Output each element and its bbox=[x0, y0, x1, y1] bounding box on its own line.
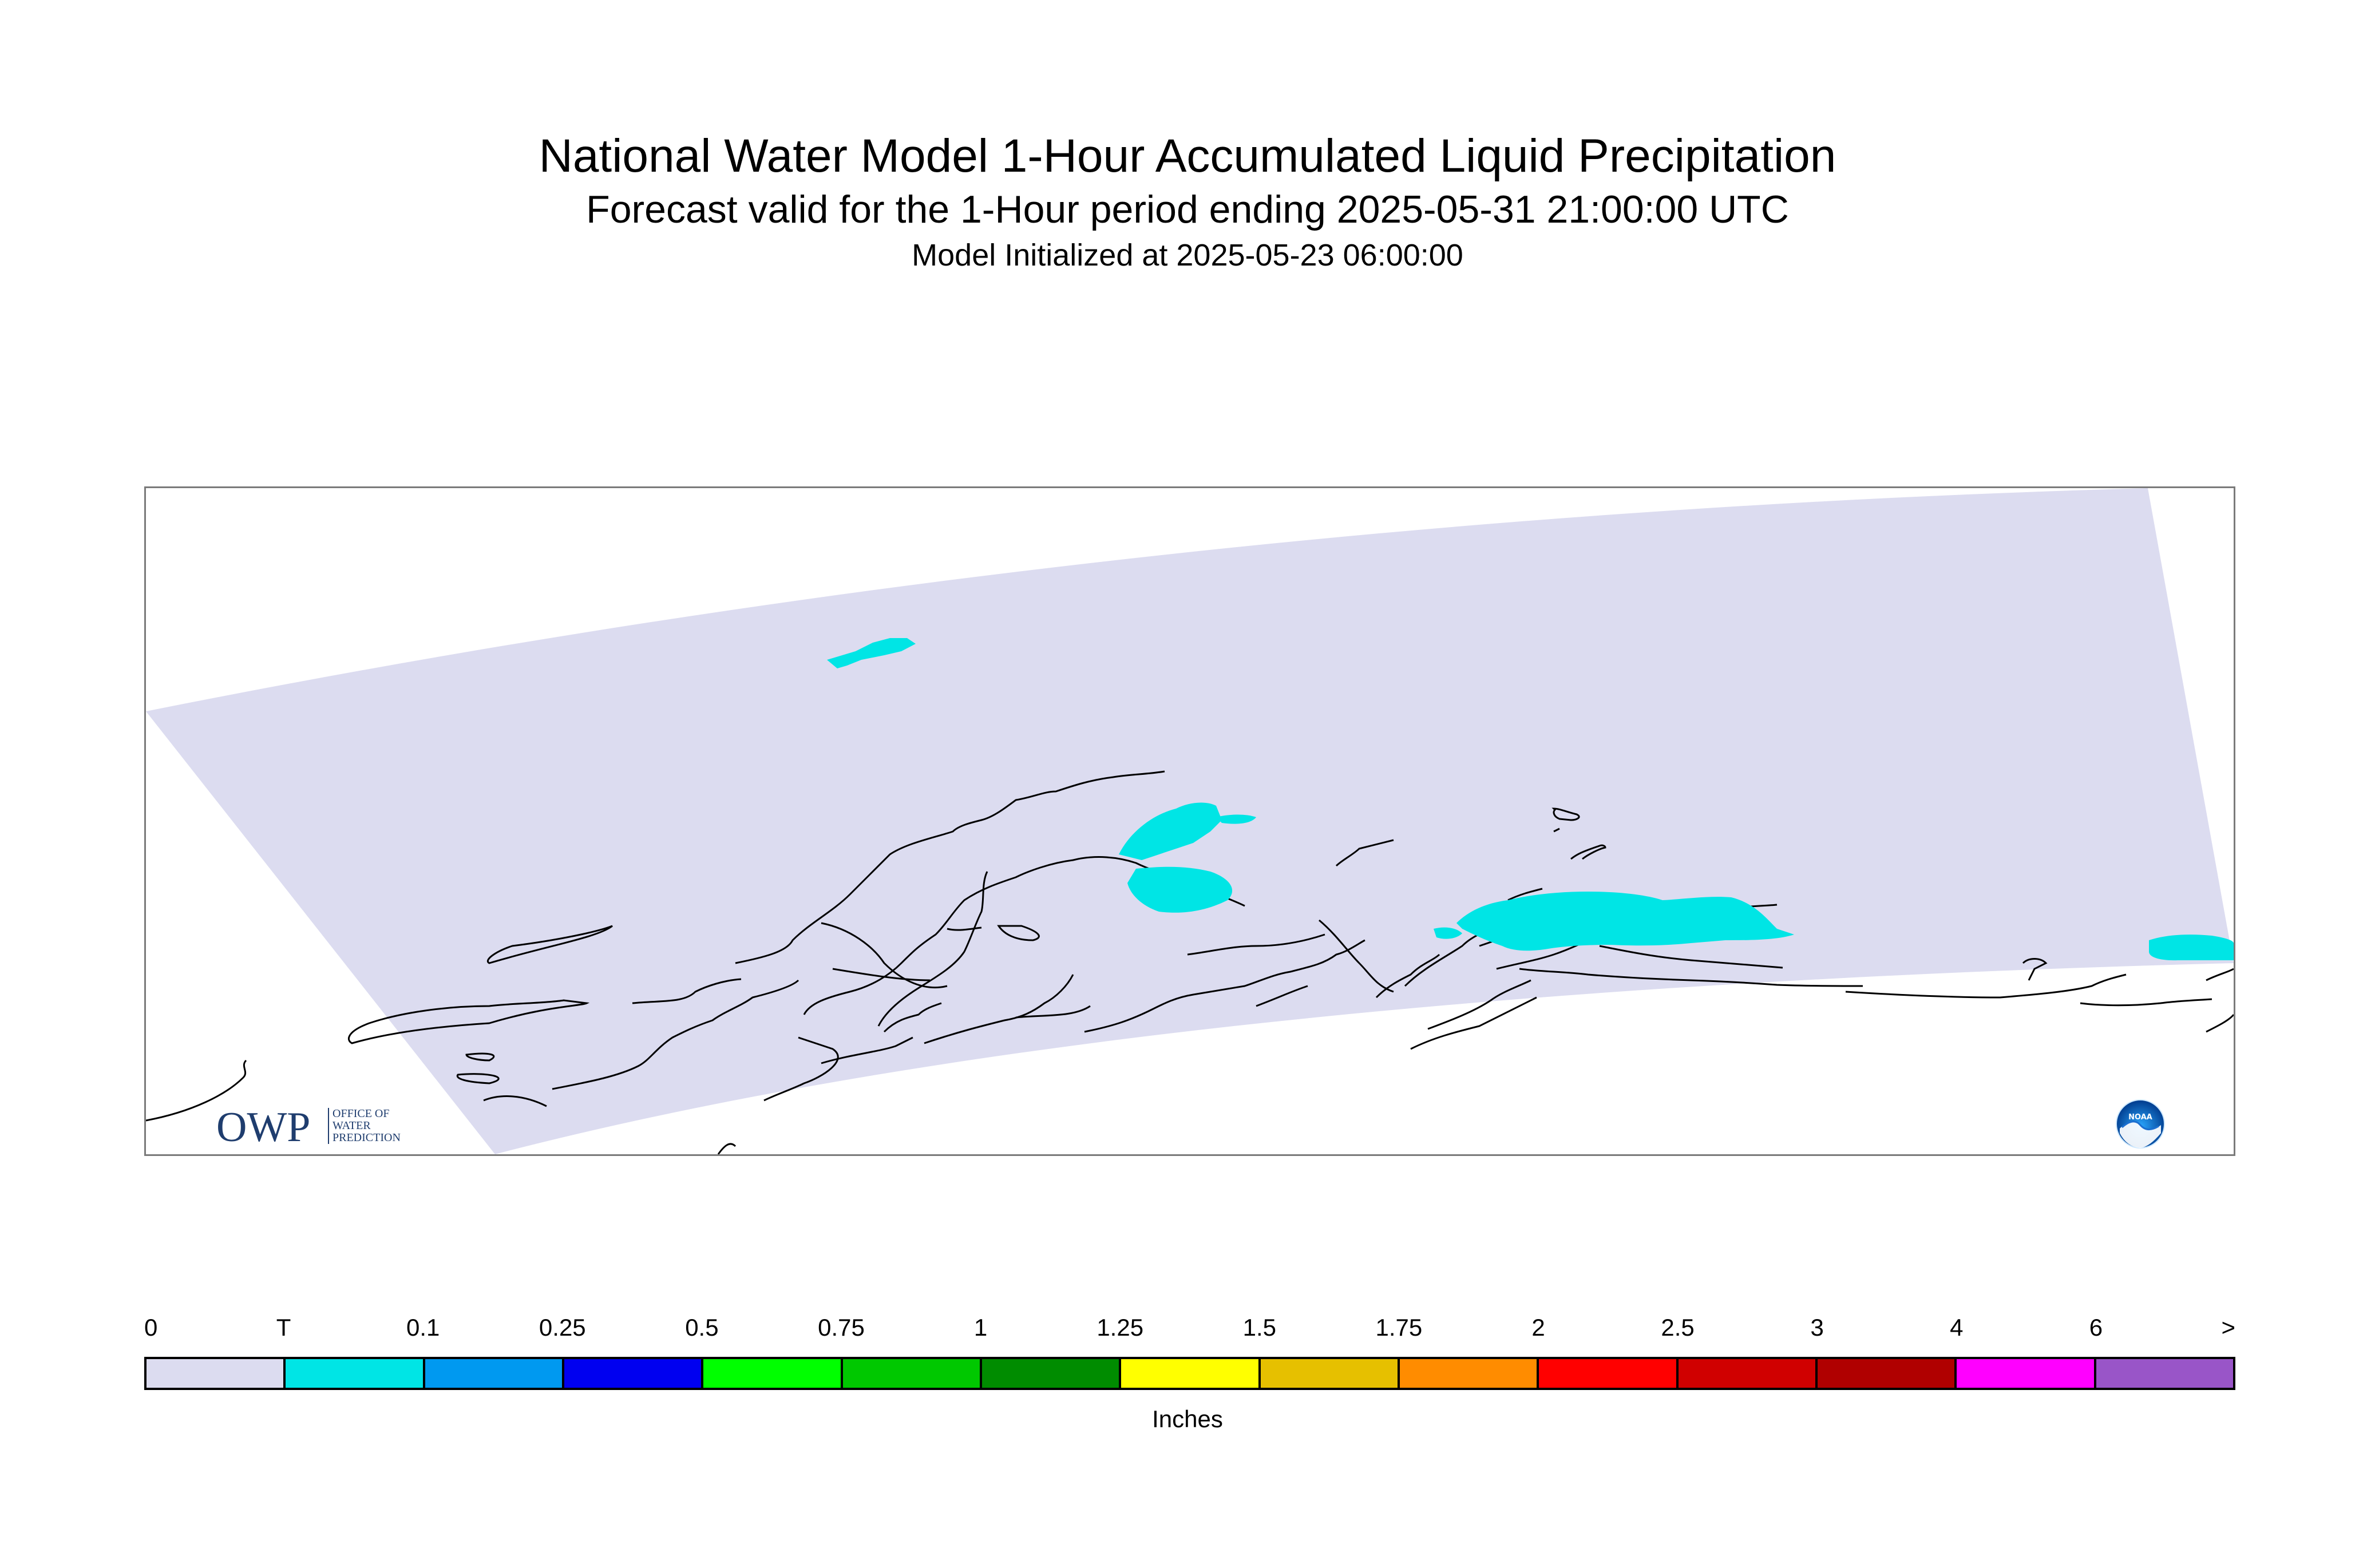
legend-swatch bbox=[842, 1359, 982, 1388]
noaa-wordmark: NOAA bbox=[2128, 1113, 2152, 1122]
noaa-logo: NOAA bbox=[2116, 1099, 2165, 1149]
legend-swatch bbox=[981, 1359, 1122, 1388]
legend-tick-label: 2.5 bbox=[1661, 1314, 1695, 1341]
legend-tick-label: 3 bbox=[1810, 1314, 1824, 1341]
map-canvas[interactable] bbox=[146, 488, 2234, 1154]
legend-tick-label: 1 bbox=[973, 1314, 988, 1341]
legend-tick-label: 0 bbox=[144, 1314, 158, 1341]
legend-swatch bbox=[1121, 1359, 1261, 1388]
legend-swatch bbox=[1957, 1359, 2096, 1388]
legend-swatch bbox=[147, 1359, 286, 1388]
legend-tick-label: 6 bbox=[2089, 1314, 2103, 1341]
legend-swatch bbox=[1260, 1359, 1400, 1388]
legend-tick-label: 4 bbox=[1950, 1314, 1964, 1341]
legend-tick-label: 2 bbox=[1531, 1314, 1545, 1341]
legend-swatch bbox=[1678, 1359, 1818, 1388]
legend-tick-label: 0.25 bbox=[539, 1314, 586, 1341]
legend-tick-label: 1.25 bbox=[1097, 1314, 1144, 1341]
coastlines bbox=[146, 770, 2234, 1154]
legend-swatch bbox=[564, 1359, 704, 1388]
legend-tick-label: 0.75 bbox=[818, 1314, 865, 1341]
legend-color-bar bbox=[144, 1357, 2235, 1390]
legend-tick-label: 1.5 bbox=[1242, 1314, 1276, 1341]
map-title: National Water Model 1-Hour Accumulated … bbox=[539, 130, 1836, 182]
map-panel[interactable] bbox=[144, 486, 2235, 1156]
legend-tick-label: > bbox=[2221, 1314, 2235, 1341]
legend-tick-label: 1.75 bbox=[1375, 1314, 1423, 1341]
legend-tick-label: 0.5 bbox=[685, 1314, 719, 1341]
precipitation-traces bbox=[827, 638, 2234, 961]
legend-swatch bbox=[425, 1359, 564, 1388]
legend-units-label: Inches bbox=[1152, 1405, 1223, 1432]
legend-tick-label: 0.1 bbox=[406, 1314, 440, 1341]
legend-swatch bbox=[703, 1359, 843, 1388]
model-initialized-text: Model Initialized at 2025-05-23 06:00:00 bbox=[912, 238, 1463, 272]
legend-swatch bbox=[1817, 1359, 1957, 1388]
legend-swatch bbox=[2096, 1359, 2233, 1388]
legend-swatch bbox=[286, 1359, 425, 1388]
legend-swatch bbox=[1399, 1359, 1539, 1388]
precipitation-legend: 0 T 0.1 0.25 0.5 0.75 1 1.25 1.5 1.75 2 2.5 3 4 6 > bbox=[144, 1313, 2235, 1451]
forecast-valid-subtitle: Forecast valid for the 1-Hour period end… bbox=[586, 188, 1789, 231]
legend-tick-label: T bbox=[276, 1314, 291, 1341]
legend-swatch bbox=[1539, 1359, 1679, 1388]
